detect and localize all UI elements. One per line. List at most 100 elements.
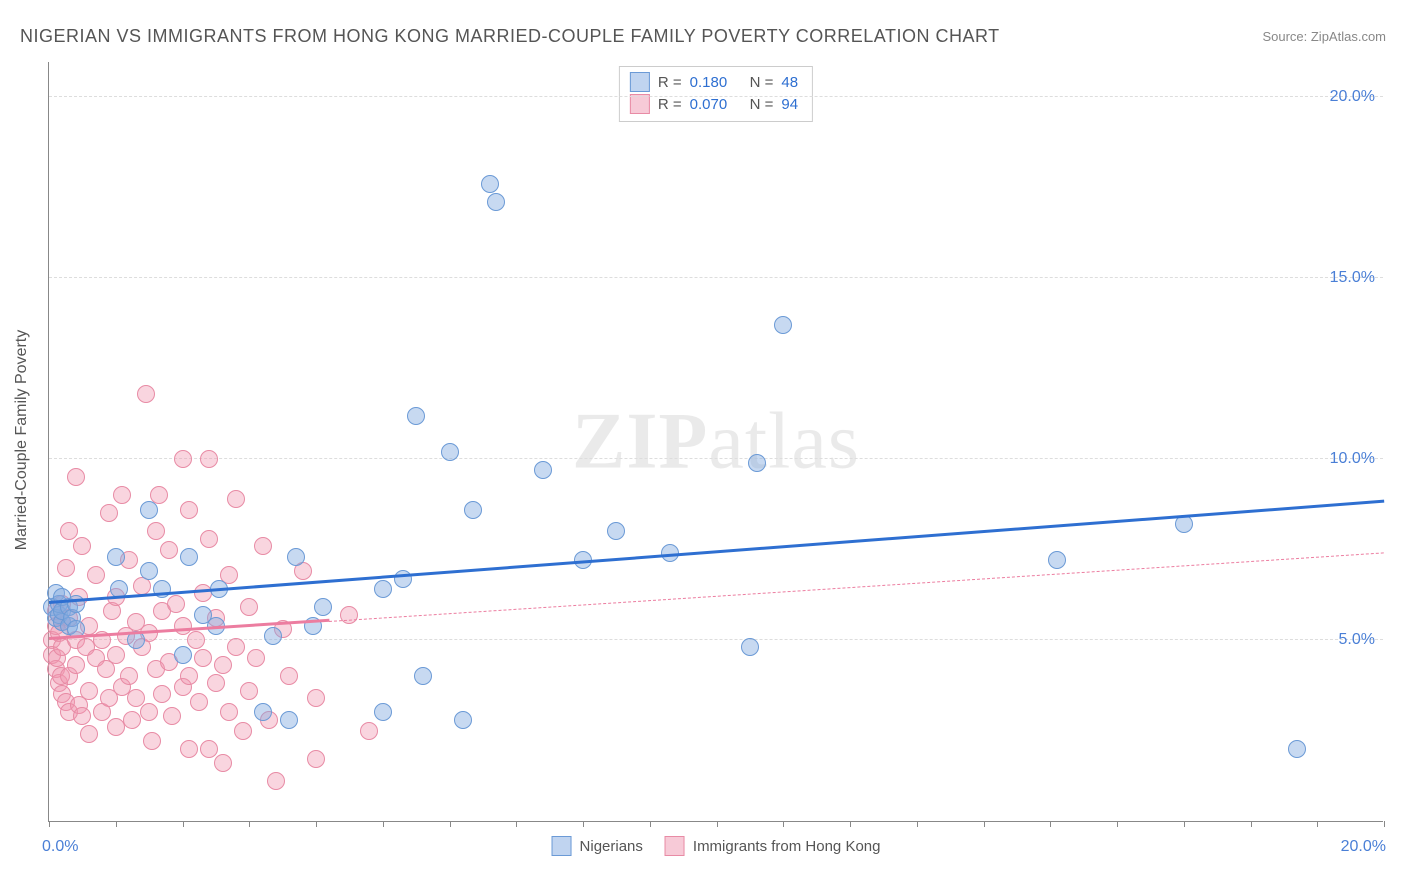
- x-tick: [450, 821, 451, 827]
- trend-line: [49, 500, 1384, 604]
- scatter-point: [227, 638, 245, 656]
- legend-correlation: R = 0.180 N = 48 R = 0.070 N = 94: [619, 66, 813, 122]
- x-tick: [1050, 821, 1051, 827]
- scatter-point: [107, 548, 125, 566]
- scatter-point: [140, 501, 158, 519]
- scatter-point: [314, 598, 332, 616]
- scatter-point: [107, 718, 125, 736]
- scatter-point: [774, 316, 792, 334]
- scatter-point: [113, 486, 131, 504]
- x-tick: [383, 821, 384, 827]
- scatter-point: [254, 537, 272, 555]
- scatter-point: [194, 649, 212, 667]
- scatter-point: [287, 548, 305, 566]
- scatter-point: [240, 682, 258, 700]
- scatter-point: [227, 490, 245, 508]
- scatter-point: [360, 722, 378, 740]
- x-tick: [1317, 821, 1318, 827]
- x-tick: [116, 821, 117, 827]
- scatter-point: [454, 711, 472, 729]
- x-tick: [1384, 821, 1385, 827]
- scatter-point: [214, 656, 232, 674]
- scatter-point: [280, 667, 298, 685]
- scatter-point: [123, 711, 141, 729]
- y-tick-label: 10.0%: [1330, 450, 1375, 468]
- y-tick-label: 20.0%: [1330, 88, 1375, 106]
- scatter-point: [174, 617, 192, 635]
- x-tick: [49, 821, 50, 827]
- x-tick: [1251, 821, 1252, 827]
- x-tick: [984, 821, 985, 827]
- title-bar: NIGERIAN VS IMMIGRANTS FROM HONG KONG MA…: [20, 22, 1386, 50]
- scatter-point: [180, 501, 198, 519]
- x-tick: [183, 821, 184, 827]
- scatter-point: [140, 562, 158, 580]
- legend-item-hongkong: Immigrants from Hong Kong: [665, 836, 881, 856]
- scatter-point: [80, 682, 98, 700]
- scatter-point: [200, 740, 218, 758]
- scatter-point: [534, 461, 552, 479]
- scatter-point: [267, 772, 285, 790]
- trend-line: [329, 552, 1384, 622]
- x-tick: [650, 821, 651, 827]
- scatter-point: [87, 566, 105, 584]
- scatter-point: [254, 703, 272, 721]
- x-tick-min: 0.0%: [42, 838, 78, 856]
- scatter-point: [160, 541, 178, 559]
- scatter-point: [481, 175, 499, 193]
- scatter-point: [607, 522, 625, 540]
- scatter-point: [214, 754, 232, 772]
- source-label: Source: ZipAtlas.com: [1262, 29, 1386, 44]
- legend-item-nigerians: Nigerians: [552, 836, 643, 856]
- scatter-point: [147, 522, 165, 540]
- x-tick: [583, 821, 584, 827]
- x-tick: [717, 821, 718, 827]
- x-tick: [249, 821, 250, 827]
- scatter-point: [748, 454, 766, 472]
- x-tick: [316, 821, 317, 827]
- scatter-point: [180, 740, 198, 758]
- scatter-point: [194, 584, 212, 602]
- scatter-point: [174, 646, 192, 664]
- scatter-point: [407, 407, 425, 425]
- scatter-point: [67, 656, 85, 674]
- y-axis-label: Married-Couple Family Poverty: [13, 330, 31, 551]
- scatter-point: [187, 631, 205, 649]
- scatter-point: [143, 732, 161, 750]
- x-tick: [1184, 821, 1185, 827]
- gridline: [49, 277, 1383, 278]
- scatter-point: [247, 649, 265, 667]
- scatter-point: [374, 703, 392, 721]
- scatter-point: [73, 707, 91, 725]
- scatter-point: [153, 685, 171, 703]
- scatter-point: [741, 638, 759, 656]
- scatter-point: [174, 450, 192, 468]
- swatch-blue-icon: [552, 836, 572, 856]
- scatter-point: [137, 385, 155, 403]
- scatter-point: [1048, 551, 1066, 569]
- scatter-point: [100, 504, 118, 522]
- gridline: [49, 96, 1383, 97]
- scatter-point: [60, 522, 78, 540]
- scatter-point: [264, 627, 282, 645]
- scatter-point: [200, 450, 218, 468]
- scatter-point: [140, 703, 158, 721]
- swatch-blue-icon: [630, 72, 650, 92]
- scatter-point: [307, 689, 325, 707]
- scatter-point: [240, 598, 258, 616]
- legend-series: Nigerians Immigrants from Hong Kong: [552, 836, 881, 856]
- scatter-point: [167, 595, 185, 613]
- scatter-point: [67, 468, 85, 486]
- scatter-point: [280, 711, 298, 729]
- scatter-point: [207, 674, 225, 692]
- x-tick: [917, 821, 918, 827]
- scatter-point: [1288, 740, 1306, 758]
- scatter-point: [234, 722, 252, 740]
- scatter-point: [120, 667, 138, 685]
- x-tick: [1117, 821, 1118, 827]
- legend-row-blue: R = 0.180 N = 48: [630, 71, 798, 93]
- scatter-point: [80, 725, 98, 743]
- scatter-point: [180, 667, 198, 685]
- scatter-point: [441, 443, 459, 461]
- chart-title: NIGERIAN VS IMMIGRANTS FROM HONG KONG MA…: [20, 26, 1000, 47]
